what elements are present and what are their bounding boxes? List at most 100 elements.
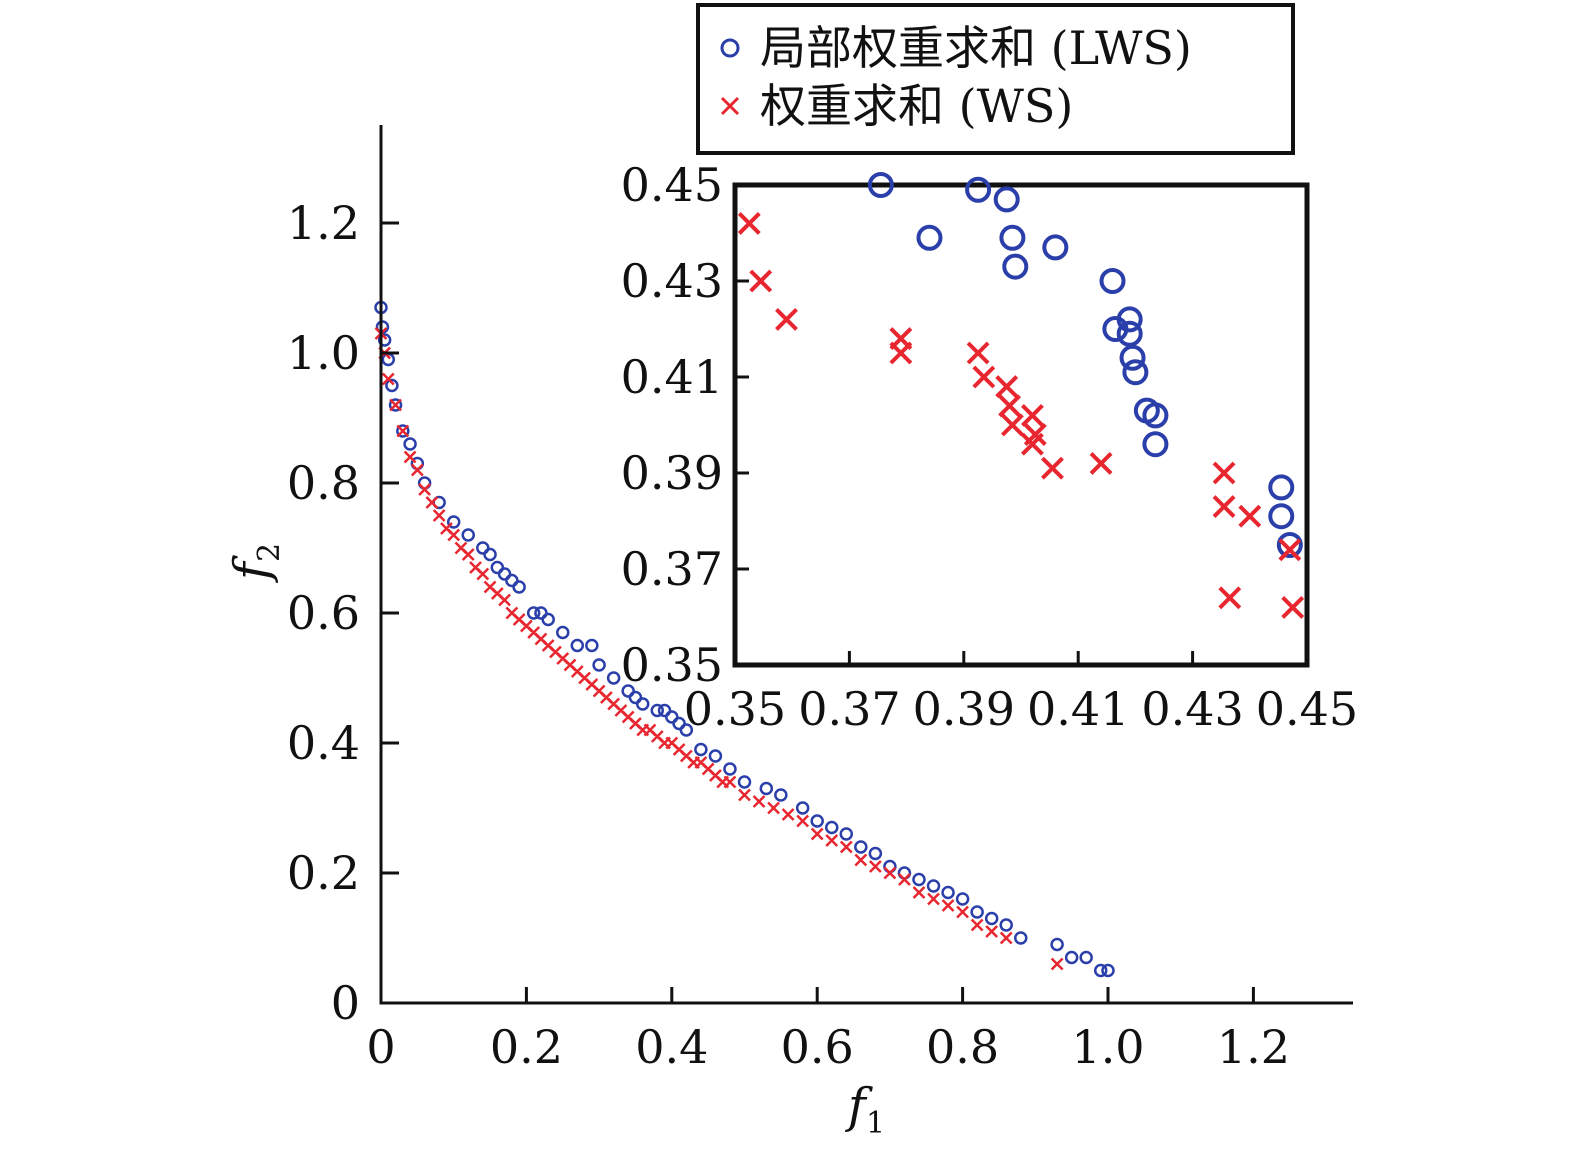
lws-point (708, 749, 723, 763)
inset-y-tick-label: 0.43 (621, 254, 723, 308)
ws-point (498, 593, 511, 607)
y-tick-label: 0 (331, 976, 360, 1030)
inset-lws-point (916, 224, 943, 251)
lws-point (941, 885, 955, 900)
lws-point (446, 515, 461, 529)
lws-point (999, 918, 1013, 932)
lws-point (984, 911, 999, 926)
inset-lws-point (1142, 431, 1169, 458)
lws-point (854, 840, 868, 854)
inset-ws-point (1238, 504, 1262, 528)
y-axis-label-subscript: 2 (252, 543, 287, 562)
y-tick-label: 0.8 (287, 456, 360, 510)
ws-point (767, 801, 780, 815)
lws-point (723, 762, 737, 776)
ws-point (396, 424, 410, 438)
x-axis-title: f 1 (845, 1078, 885, 1141)
inset-ws-point (1021, 432, 1044, 456)
lws-point (556, 625, 570, 640)
inset-ws-point (1021, 403, 1044, 427)
ws-point (825, 834, 839, 847)
ws-point (476, 567, 490, 581)
x-tick-label: 0 (366, 1020, 395, 1074)
ws-point (883, 866, 897, 880)
inset-series-lws (867, 172, 1303, 558)
inset-lws-point (999, 224, 1026, 251)
inset-lws-point (867, 172, 894, 198)
y-tick-label: 1.0 (287, 326, 360, 380)
ws-point (999, 931, 1013, 945)
lws-point (868, 846, 883, 861)
inset-points (737, 172, 1305, 619)
lws-point (585, 638, 599, 653)
inset-y-tick-label: 0.45 (621, 158, 723, 212)
main-points (374, 300, 1115, 978)
inset-ws-point (966, 341, 990, 365)
legend-marker-circle (720, 38, 740, 58)
legend: 局部权重求和 (LWS)权重求和 (WS) (696, 3, 1295, 155)
ws-point (796, 814, 810, 828)
inset-ws-point (972, 365, 996, 389)
ws-point (912, 886, 926, 899)
lws-point (912, 872, 926, 887)
inset-y-tick-label: 0.37 (621, 542, 723, 596)
legend-frame (696, 3, 1295, 155)
inset-ws-point (1212, 495, 1236, 519)
lws-point (635, 697, 650, 711)
lws-point (650, 703, 665, 718)
lws-point (1079, 950, 1093, 965)
lws-point (970, 905, 984, 919)
legend-label: 权重求和 (WS) (760, 79, 1073, 133)
ws-point (418, 483, 432, 496)
legend-entries: 局部权重求和 (LWS)权重求和 (WS) (720, 21, 1192, 133)
inset-ws-point (995, 375, 1019, 399)
lws-point (377, 333, 392, 347)
ws-point (461, 548, 475, 561)
main-ticks: 0 0.2 0.4 0.6 0.8 1.0 1.2 0 0.2 0.4 0.6 0.8 1.0 1.2 (287, 196, 1290, 1074)
ws-point (447, 528, 461, 542)
legend-entry: 局部权重求和 (LWS) (720, 21, 1192, 75)
lws-point (385, 378, 399, 393)
inset-lws-point (1116, 306, 1143, 333)
ws-point (738, 788, 751, 802)
ws-point (898, 873, 911, 886)
y-axis-title: f 2 (224, 543, 287, 583)
x-tick-label: 0.4 (635, 1020, 708, 1074)
inset-lws-point (1268, 503, 1295, 530)
inset-x-tick-label: 0.37 (798, 682, 900, 736)
lws-point (1064, 950, 1079, 965)
inset-lws-point (1142, 402, 1169, 429)
lws-point (839, 827, 854, 841)
inset-x-tick-label: 0.35 (684, 682, 786, 736)
inset-y-tick-label: 0.39 (621, 446, 723, 500)
inset-chart: 0.35 0.37 0.39 0.41 0.43 0.450.350.370.390.41… (621, 158, 1359, 736)
ws-point (723, 775, 737, 789)
lws-point (403, 437, 417, 451)
inset-x-tick-label: 0.41 (1027, 682, 1129, 736)
inset-ws-point (749, 269, 773, 293)
ws-point (927, 892, 940, 906)
ws-point (781, 808, 795, 821)
inset-y-tick-label: 0.41 (621, 350, 723, 404)
ws-point (752, 795, 766, 808)
inset-frame (732, 182, 1310, 668)
ws-point (839, 840, 853, 854)
inset-x-tick-label: 0.39 (913, 682, 1015, 736)
inset-lws-point (1002, 253, 1029, 280)
ws-point (970, 918, 984, 932)
lws-point (1101, 963, 1115, 978)
lws-point (432, 495, 446, 510)
inset-ws-point (1218, 586, 1242, 610)
inset-ws-point (889, 341, 913, 365)
inset-ws-point (775, 307, 798, 331)
ws-point (410, 463, 424, 477)
lws-point (388, 398, 403, 412)
inset-lws-point (1042, 234, 1069, 261)
inset-ws-point (1281, 595, 1305, 619)
x-tick-label: 0.2 (490, 1020, 563, 1074)
inset-ws-point (1041, 456, 1064, 480)
x-tick-label: 1.2 (1217, 1020, 1290, 1074)
ws-point (381, 372, 395, 386)
lws-point (1050, 937, 1064, 952)
